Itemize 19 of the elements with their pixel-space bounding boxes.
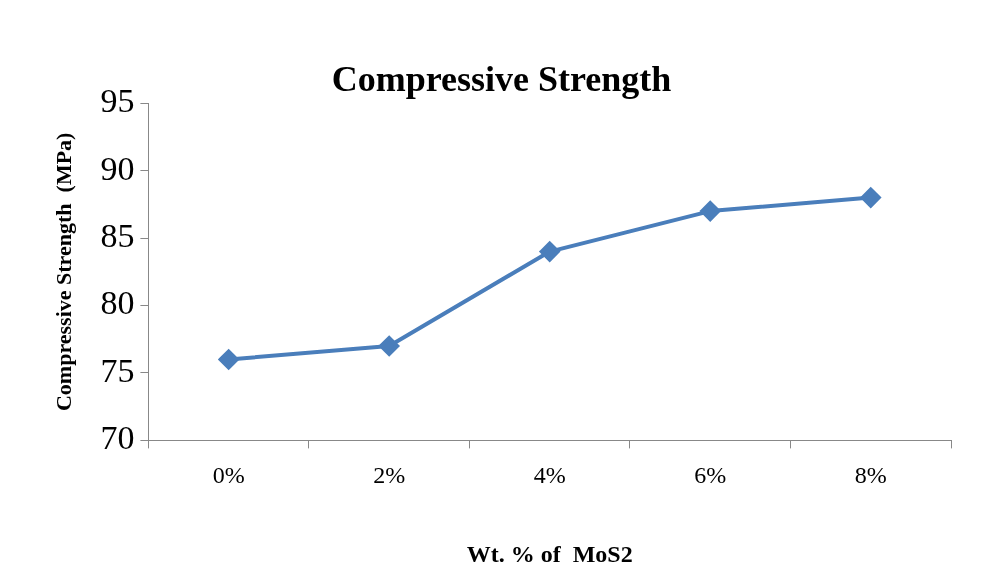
- y-axis-title: Compressive Strength (MPa): [50, 132, 76, 412]
- chart-title: Compressive Strength: [331, 58, 672, 99]
- x-tick-label: 8%: [854, 462, 887, 489]
- point: [860, 187, 881, 208]
- x-tick-label: 4%: [533, 462, 566, 489]
- x-tick-label: 0%: [212, 462, 245, 489]
- point: [379, 335, 400, 356]
- x-axis-title: Wt. % of MoS2: [466, 540, 633, 567]
- y-tick-label: 95: [100, 82, 135, 120]
- x-tick-label: 2%: [373, 462, 406, 489]
- point: [218, 349, 239, 370]
- y-tick-label: 90: [100, 149, 135, 187]
- y-tick-label: 75: [100, 351, 135, 389]
- x-tick-label: 6%: [694, 462, 727, 489]
- y-tick-label: 70: [100, 419, 135, 457]
- y-tick-label: 80: [100, 284, 135, 322]
- point: [539, 241, 560, 262]
- point: [700, 201, 721, 222]
- y-tick-label: 85: [100, 217, 135, 254]
